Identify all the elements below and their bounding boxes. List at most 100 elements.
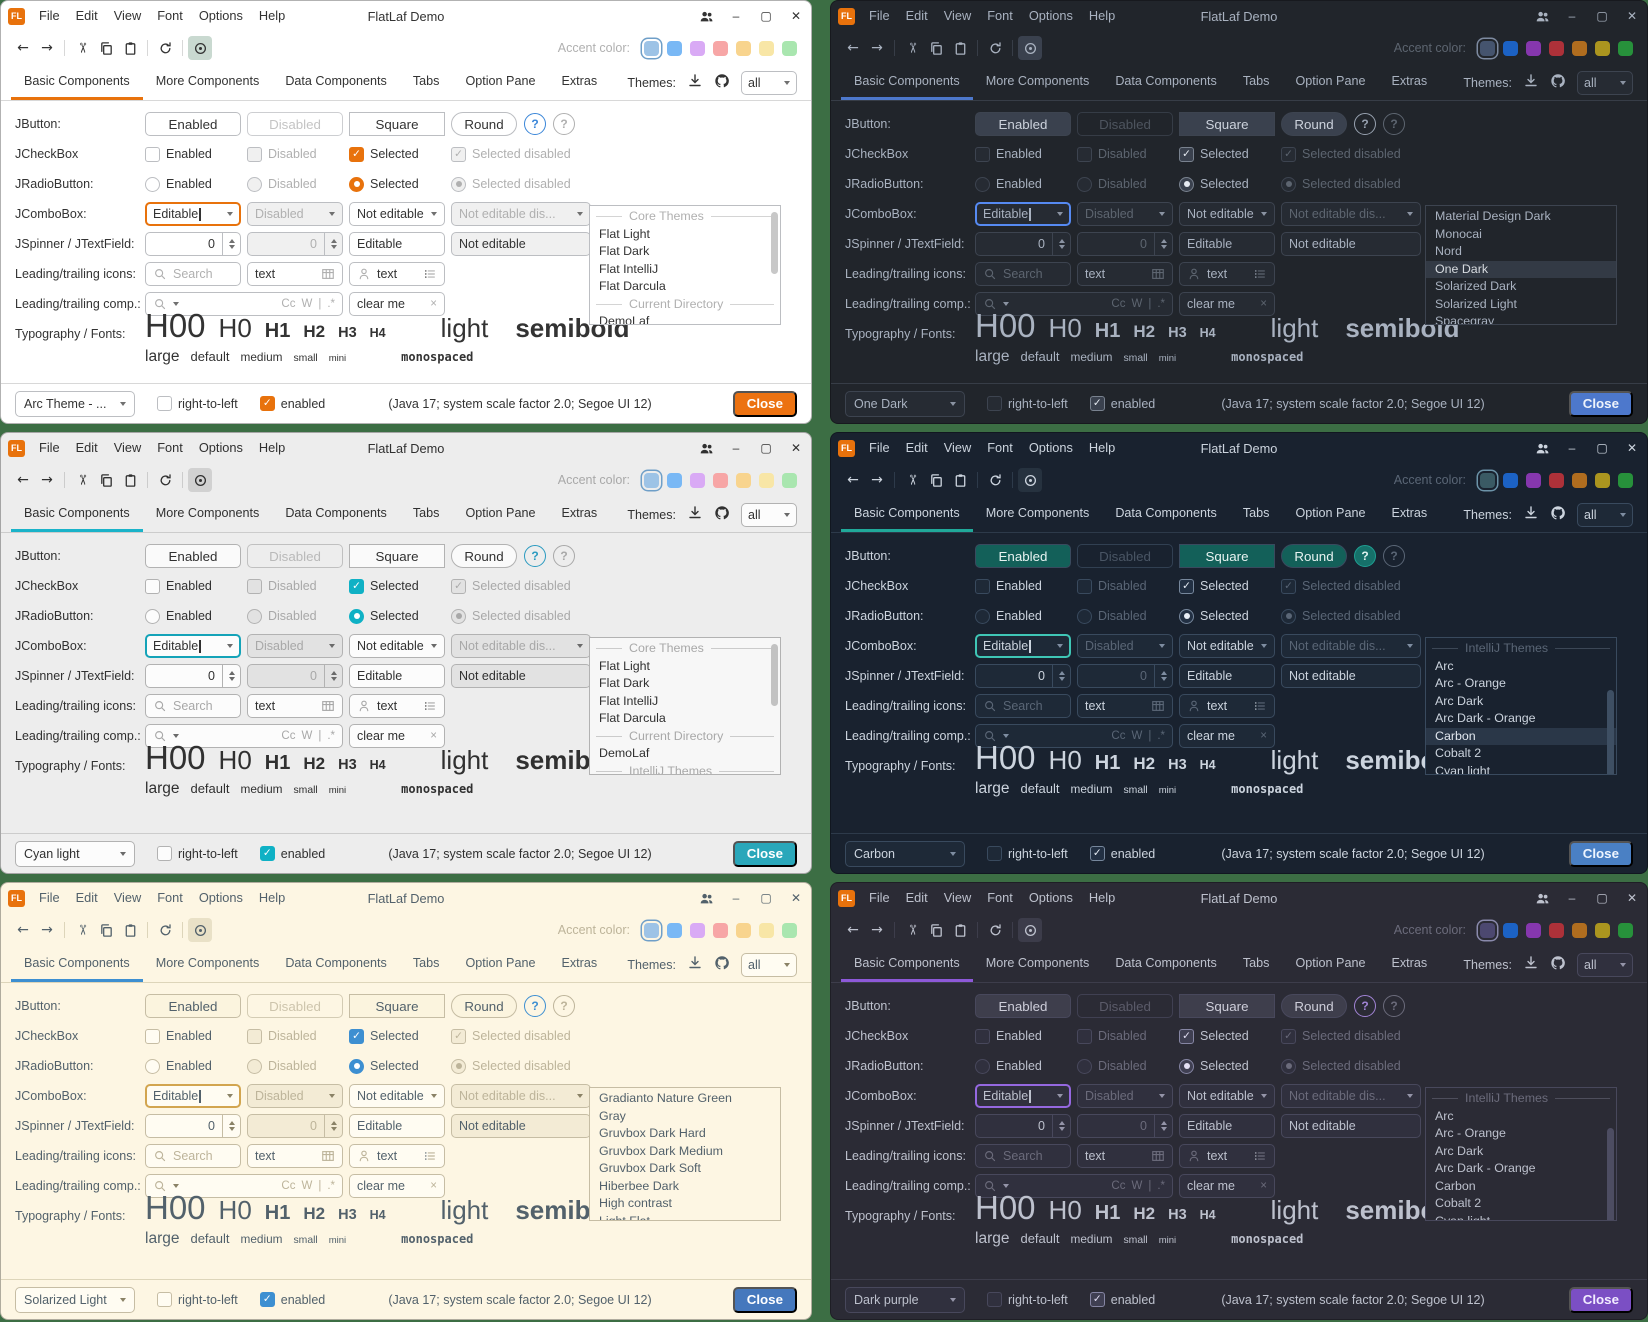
whole-words-icon[interactable]: W [1131,730,1143,742]
menu-item[interactable]: File [869,8,890,23]
forward-icon[interactable]: → [41,472,53,488]
combobox-editable[interactable]: Editable [975,634,1071,658]
show-hidden-toggle-icon[interactable] [188,468,212,492]
square-button[interactable]: Square [349,112,445,136]
theme-list-item[interactable]: Hiberbee Dark [599,1178,679,1193]
forward-icon[interactable]: → [871,40,883,56]
theme-list-item[interactable]: Current Directory [590,296,780,314]
theme-list-item[interactable]: Flat Light [599,658,650,673]
theme-combobox[interactable]: Solarized Light [15,1286,135,1313]
tab[interactable]: More Components [155,74,260,88]
accent-swatch[interactable] [1549,472,1564,488]
chevron-down-icon[interactable] [173,302,179,306]
theme-list-item[interactable]: Cobalt 2 [1435,1196,1482,1210]
download-icon[interactable] [1523,955,1539,974]
menu-item[interactable]: Options [1028,440,1073,455]
accent-swatch[interactable] [782,472,797,488]
text-input-calendar[interactable]: text [247,1144,343,1168]
regex-icon[interactable]: .* [1157,1180,1165,1192]
checkbox-enabled[interactable] [975,1028,990,1044]
accent-swatch[interactable] [1595,922,1610,938]
text-input-calendar[interactable]: text [1077,694,1173,718]
accent-swatch[interactable] [759,922,774,938]
menu-item[interactable]: File [39,440,60,455]
right-to-left-checkbox[interactable]: right-to-left [987,846,1068,861]
close-window-button[interactable]: ✕ [790,891,802,905]
enabled-button[interactable]: Enabled [975,544,1071,568]
cut-icon[interactable]: ✂ [903,42,920,54]
text-input-calendar[interactable]: text [247,262,343,286]
chevron-down-icon[interactable] [173,1184,179,1188]
copy-icon[interactable] [94,468,118,492]
accent-swatch[interactable] [667,472,682,488]
combobox-editable[interactable]: Editable [145,202,241,226]
accent-swatch[interactable] [736,472,751,488]
right-to-left-checkbox[interactable]: right-to-left [157,396,238,411]
spinner[interactable]: 0 [145,232,241,256]
regex-icon[interactable]: .* [1157,298,1165,310]
scrollbar-thumb[interactable] [1607,1128,1614,1220]
themes-filter-combobox[interactable]: all [1577,952,1633,977]
clearable-input[interactable]: clear me × [349,724,445,748]
tab[interactable]: More Components [985,956,1090,970]
tab[interactable]: More Components [155,506,260,520]
accent-swatch[interactable] [1595,40,1610,56]
accent-swatch[interactable] [782,922,797,938]
theme-list-item[interactable]: IntelliJ Themes [590,763,780,775]
accent-swatch[interactable] [1480,40,1495,56]
minimize-button[interactable]: – [732,891,740,905]
back-icon[interactable]: ← [847,922,859,938]
themes-filter-combobox[interactable]: all [741,502,797,527]
download-icon[interactable] [687,73,703,92]
accent-swatch[interactable] [1503,922,1518,938]
checkbox-selected[interactable]: ✓ [1179,1028,1194,1044]
accent-swatch[interactable] [782,40,797,56]
spinner[interactable]: 0 [145,664,241,688]
minimize-button[interactable]: – [732,441,740,455]
tab[interactable]: Extras [1391,956,1428,970]
round-button[interactable]: Round [1281,112,1347,136]
whole-words-icon[interactable]: W [301,730,313,742]
chevron-down-icon[interactable] [173,734,179,738]
theme-list-item[interactable]: Flat Dark [599,676,650,690]
menu-item[interactable]: Edit [905,8,928,23]
menu-item[interactable]: Edit [905,890,928,905]
round-button[interactable]: Round [1281,994,1347,1018]
tab[interactable]: Extras [561,956,598,970]
tab[interactable]: Basic Components [11,497,143,532]
theme-list-item[interactable]: Carbon [1435,1178,1476,1193]
tab[interactable]: Data Components [285,74,387,88]
search-input[interactable]: Search [975,262,1071,286]
checkbox-selected[interactable]: ✓ [349,1028,364,1044]
tab[interactable]: Option Pane [465,74,536,88]
checkbox-enabled[interactable] [975,146,990,162]
menu-item[interactable]: Font [157,8,183,23]
search-input[interactable]: Search [145,1144,241,1168]
spinner[interactable]: 0 [975,232,1071,256]
accent-swatch[interactable] [644,922,659,938]
accent-swatch[interactable] [1549,922,1564,938]
theme-list-item[interactable]: Flat Darcula [599,279,666,293]
menu-item[interactable]: Font [157,890,183,905]
right-to-left-checkbox[interactable]: right-to-left [987,396,1068,411]
close-button[interactable]: Close [732,840,797,867]
combobox-not-editable[interactable]: Not editable [1179,202,1275,226]
combobox-editable[interactable]: Editable [145,1084,241,1108]
radio-selected[interactable] [349,1058,364,1074]
spinner[interactable]: 0 [975,1114,1071,1138]
tab[interactable]: Tabs [1242,956,1270,970]
minimize-button[interactable]: – [1568,9,1576,23]
tab[interactable]: Basic Components [841,947,973,982]
tab[interactable]: Basic Components [841,65,973,100]
round-button[interactable]: Round [1281,544,1347,568]
theme-combobox[interactable]: Dark purple [845,1286,965,1313]
close-button[interactable]: Close [1568,1286,1633,1313]
theme-list-item[interactable]: Gruvbox Dark Hard [599,1126,706,1140]
textfield-editable[interactable]: Editable [349,232,445,256]
enabled-button[interactable]: Enabled [145,994,241,1018]
tab[interactable]: Tabs [1242,74,1270,88]
checkbox-selected[interactable]: ✓ [1179,146,1194,162]
maximize-button[interactable]: ▢ [1596,441,1608,455]
spinner-arrows[interactable] [222,1115,240,1137]
menu-item[interactable]: Font [987,890,1013,905]
